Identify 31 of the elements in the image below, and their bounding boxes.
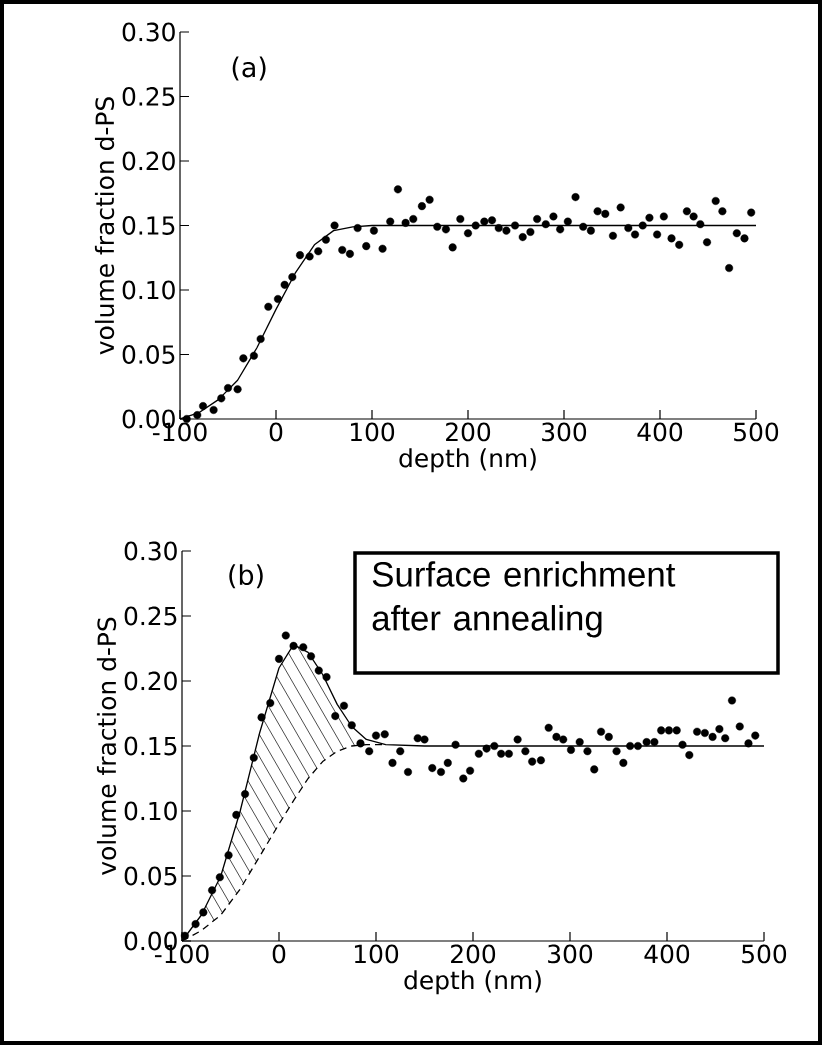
x-tick-label: 400 (637, 422, 683, 442)
y-tick-label: 0.25 (122, 87, 175, 106)
y-axis-title: volume fraction d-PS (96, 617, 117, 875)
y-tick-label: 0.20 (122, 151, 175, 171)
x-tick-label: 100 (350, 422, 395, 442)
x-tick-label: 200 (451, 944, 496, 964)
x-tick-label: 500 (734, 422, 779, 442)
y-tick-label: 0.10 (124, 801, 177, 821)
y-tick-label: 0.30 (124, 541, 177, 561)
x-tick-label: 500 (742, 944, 787, 964)
x-tick-label: 300 (542, 422, 587, 442)
y-tick-label: 0.15 (124, 736, 177, 756)
x-axis-title: depth (nm) (399, 448, 536, 473)
y-tick-label: 0.15 (122, 216, 175, 235)
annotation: Surface enrichment after annealing (372, 561, 676, 638)
text: (a) (232, 56, 266, 81)
y-tick-label: 0.30 (122, 22, 175, 42)
y-tick-label: 0.05 (124, 866, 177, 886)
chart-title: (b) (229, 564, 263, 589)
y-tick-label: 0.05 (122, 345, 175, 364)
y-tick-label: 0.25 (124, 606, 177, 626)
y-tick-label: 0.20 (124, 671, 177, 691)
x-tick-label: 0 (272, 944, 286, 964)
x-tick-label: 100 (354, 944, 399, 964)
x-tick-label: 0 (269, 422, 283, 442)
y-axis-title: volume fraction d-PS (94, 97, 115, 355)
x-tick-label: 400 (644, 944, 690, 964)
x-tick-label: 300 (548, 944, 593, 964)
x-axis-title: depth (nm) (404, 970, 541, 995)
y-tick-label: 0.10 (122, 280, 175, 300)
x-tick-label: 200 (446, 422, 491, 442)
